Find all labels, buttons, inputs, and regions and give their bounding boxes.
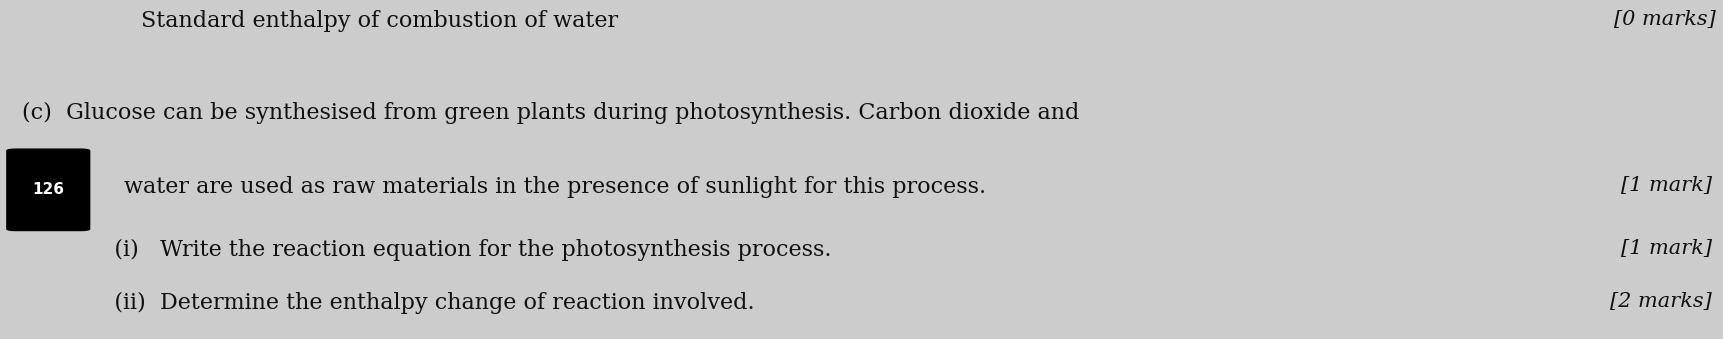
Text: (ii)  Determine the enthalpy change of reaction involved.: (ii) Determine the enthalpy change of re…: [93, 292, 755, 314]
FancyBboxPatch shape: [7, 149, 90, 231]
Text: [2 marks]: [2 marks]: [1609, 292, 1711, 311]
Text: [1 mark]: [1 mark]: [1620, 176, 1711, 195]
Text: [1 mark]: [1 mark]: [1620, 239, 1711, 258]
Text: 126: 126: [33, 182, 64, 197]
Text: (i)   Write the reaction equation for the photosynthesis process.: (i) Write the reaction equation for the …: [93, 239, 830, 261]
Text: Standard enthalpy of combustion of water: Standard enthalpy of combustion of water: [141, 10, 617, 32]
Text: water are used as raw materials in the presence of sunlight for this process.: water are used as raw materials in the p…: [124, 176, 986, 198]
Text: (c)  Glucose can be synthesised from green plants during photosynthesis. Carbon : (c) Glucose can be synthesised from gree…: [22, 102, 1079, 124]
Text: [0 marks]: [0 marks]: [1613, 10, 1714, 29]
